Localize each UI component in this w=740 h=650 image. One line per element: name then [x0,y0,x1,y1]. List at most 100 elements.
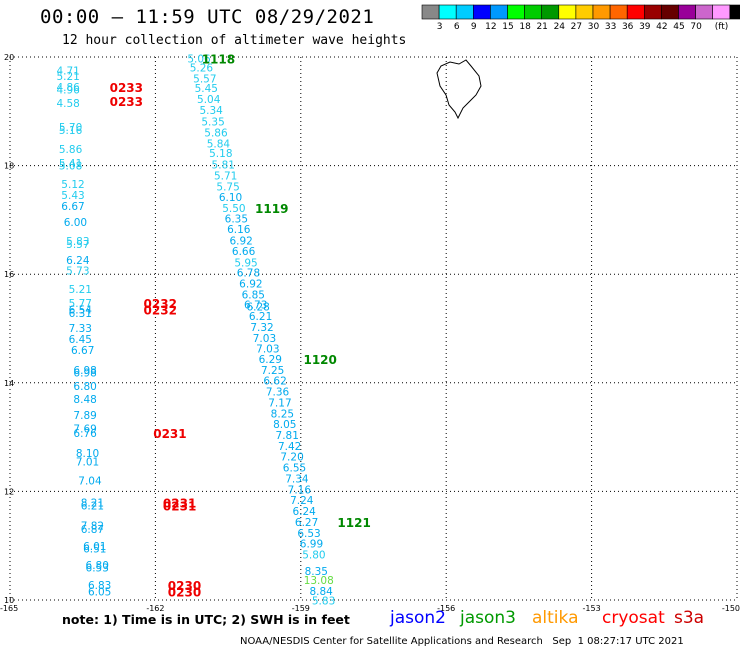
colorbar-swatch [626,4,645,20]
data-point-label: 6.00 [64,217,87,229]
legend-item-altika: altika [532,608,579,628]
data-point-label: 5.04 [197,94,221,106]
data-point-label: 7.42 [278,441,301,453]
data-point-label: 7.16 [288,484,312,496]
data-point-label: 5.35 [201,117,224,129]
data-point-label: 7.34 [285,473,309,485]
data-point-label: 6.92 [239,279,262,291]
time-label: 1120 [303,353,336,367]
data-point-label: 6.21 [249,311,272,323]
data-point-label: 6.29 [259,354,282,366]
data-point-label: 13.08 [304,575,334,587]
x-tick-label: -153 [583,604,601,613]
time-label: 0231 [153,427,186,441]
data-point-label: 7.82 [81,521,104,533]
data-point-label: 5.70 [59,122,82,134]
data-point-label: 6.05 [88,586,111,598]
y-tick-label: 18 [4,162,14,171]
data-point-label: 6.53 [297,528,320,540]
time-label: 0231 [163,496,196,510]
data-point-label: 6.01 [83,541,106,553]
colorbar-swatch [643,4,662,20]
data-point-label: 8.35 [305,566,328,578]
data-point-label: 7.17 [268,397,291,409]
colorbar-tick-label: 6 [453,22,460,32]
x-tick-label: -165 [0,604,18,613]
data-point-label: 8.21 [81,497,104,509]
data-point-label: 5.08 [59,161,82,173]
data-point-label: 6.24 [66,255,90,267]
data-point-label: 5.95 [234,257,257,269]
data-point-label: 5.75 [216,181,239,193]
data-point-label: 5.43 [61,190,84,202]
data-point-label: 6.73 [244,300,267,312]
data-point-label: 7.20 [280,452,303,464]
colorbar-tick-label: 18 [519,22,531,32]
x-tick-label: -162 [146,604,164,613]
data-point-label: 5.18 [209,148,232,160]
data-point-label: 5.86 [204,128,228,140]
data-point-label: 6.83 [88,580,111,592]
data-point-label: 6.62 [263,376,286,388]
colorbar-tick-label: 15 [502,22,514,32]
colorbar-swatch [541,4,560,20]
data-point-label: 5.06 [187,54,211,66]
data-point-label: 5.83 [312,596,335,608]
data-point-label: 6.80 [86,560,109,572]
data-point-label: 6.99 [300,539,323,551]
data-point-label: 6.76 [73,428,97,440]
data-point-label: 6.54 [69,305,93,317]
data-point-label: 5.77 [69,298,92,310]
colorbar-unit: (ft) [714,22,729,32]
data-point-label: 6.27 [295,517,318,529]
y-tick-label: 20 [4,53,14,62]
data-point-label: 6.45 [69,334,92,346]
footer-credit: NOAA/NESDIS Center for Satellite Applica… [240,636,684,647]
data-point-label: 6.67 [71,345,94,357]
x-tick-label: -159 [292,604,310,613]
colorbar-tick-label: 45 [673,22,685,32]
footer-note: note: 1) Time is in UTC; 2) SWH is in fe… [62,612,350,627]
colorbar-tick-label: 9 [470,22,477,32]
colorbar-tick-label: 30 [587,22,600,32]
colorbar-swatch [678,4,696,20]
data-point-label: 7.32 [250,322,273,334]
data-point-label: 4.71 [56,66,79,78]
data-point-label: 5.83 [66,236,89,248]
time-label: 0233 [110,95,143,109]
x-tick-label: -150 [722,604,740,613]
data-point-label: 5.41 [59,158,82,170]
data-point-label: 6.21 [81,501,104,513]
data-point-label: 5.81 [212,160,235,172]
data-point-label: 5.80 [302,549,325,561]
data-point-label: 6.24 [292,506,316,518]
time-label: 1121 [337,516,370,530]
data-point-label: 5.16 [59,125,83,137]
data-point-label: 5.73 [66,265,89,277]
data-point-label: 4.86 [56,82,80,94]
data-point-label: 7.03 [253,333,276,345]
data-point-label: 6.85 [242,289,265,301]
colorbar-tick-label: 24 [553,22,566,32]
colorbar-swatch [472,4,491,20]
time-label: 0232 [144,304,177,318]
grid [9,56,738,601]
data-point-label: 6.51 [83,544,106,556]
data-point-label: 8.48 [73,394,96,406]
data-point-label: 8.25 [271,408,294,420]
data-point-label: 5.84 [207,138,231,150]
data-point-label: 6.16 [227,224,251,236]
colorbar-swatch [421,4,440,20]
data-point-label: 8.10 [76,448,99,460]
data-point-label: 4.58 [56,98,79,110]
data-point-label: 6.28 [246,301,269,313]
data-point-label: 6.53 [86,563,109,575]
data-point-label: 5.57 [66,239,89,251]
y-tick-label: 10 [4,596,14,605]
data-point-label: 5.12 [61,179,84,191]
data-point-label: 7.03 [256,344,279,356]
colorbar-swatch [575,4,594,20]
colorbar-swatch [438,4,457,20]
